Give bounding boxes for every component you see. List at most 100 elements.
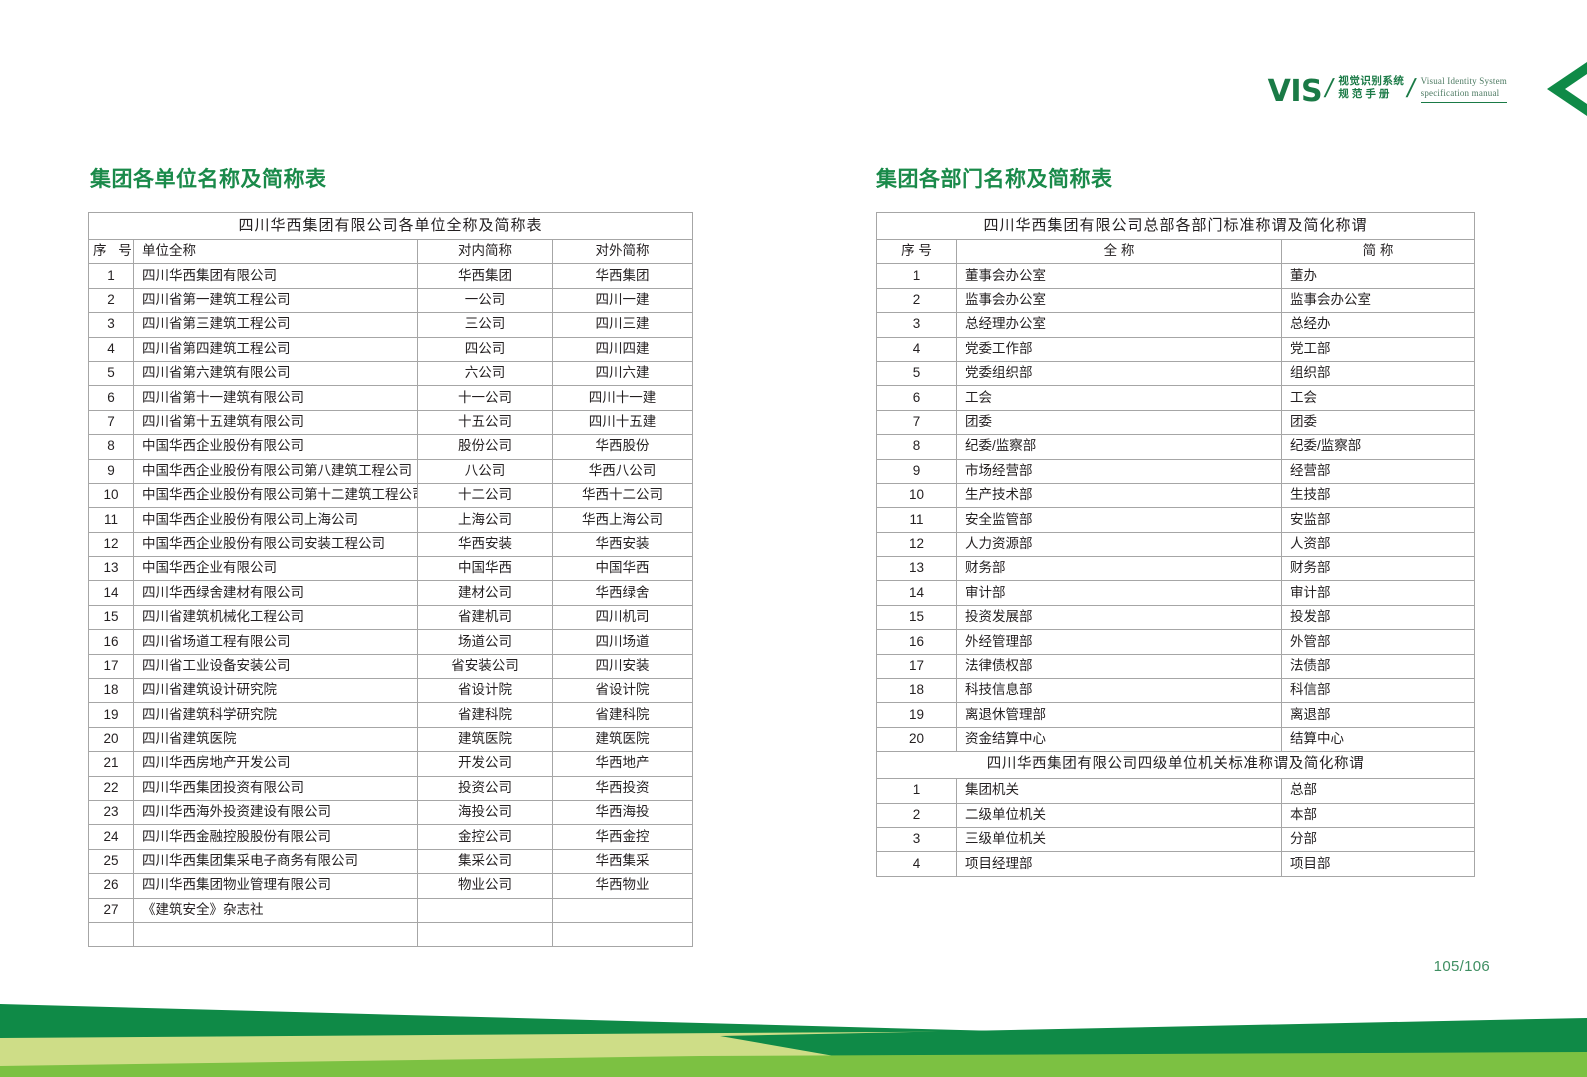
- cell-full-name: 四川省第四建筑工程公司: [133, 336, 418, 362]
- cell-index: 4: [876, 851, 957, 877]
- units-table-container: 四川华西集团有限公司各单位全称及简称表 序 号 单位全称 对内简称 对外简称 1…: [87, 212, 694, 948]
- cell-full-name: 四川省场道工程有限公司: [133, 629, 418, 655]
- cell-full-name: 中国华西企业股份有限公司安装工程公司: [133, 531, 418, 558]
- cell-index: 27: [88, 897, 134, 923]
- table-row: 2 监事会办公室 监事会办公室: [876, 287, 1475, 314]
- units-table: 四川华西集团有限公司各单位全称及简称表 序 号 单位全称 对内简称 对外简称 1…: [87, 212, 694, 948]
- table-header-row: 序 号 单位全称 对内简称 对外简称: [88, 238, 694, 265]
- cell-index: 7: [876, 409, 957, 436]
- cell-internal-abbr: 中国华西: [417, 556, 553, 582]
- cell-abbr: 法债部: [1281, 653, 1475, 680]
- cell-index: 3: [876, 312, 957, 338]
- cell-abbr: 分部: [1281, 826, 1475, 853]
- cell-index: 2: [88, 287, 134, 314]
- cell-external-abbr: 华西十二公司: [551, 482, 694, 509]
- table-row: 8 中国华西企业股份有限公司 股份公司 华西股份: [88, 434, 694, 460]
- cell-index: 8: [88, 434, 134, 460]
- cell-internal-abbr: 华西集团: [417, 263, 553, 289]
- cell-internal-abbr: 省设计院: [417, 678, 553, 704]
- cell-index: 7: [88, 409, 134, 436]
- departments-table-body: 四川华西集团有限公司总部各部门标准称谓及简化称谓 序 号 全 称 简 称 1 董事…: [876, 212, 1475, 877]
- vis-en-line-1: Visual Identity System: [1420, 76, 1507, 86]
- vis-brand-header: VIS / 视觉识别系统 规范手册 / Visual Identity Syst…: [1268, 56, 1587, 122]
- table-row: 1 四川华西集团有限公司 华西集团 华西集团: [88, 263, 694, 289]
- col-header-full-name: 全 称: [956, 238, 1282, 265]
- table-row: 6 工会 工会: [876, 385, 1475, 411]
- table-row: 9 市场经营部 经营部: [876, 458, 1475, 484]
- cell-internal-abbr: 建材公司: [417, 580, 553, 606]
- table-row: 22 四川华西集团投资有限公司 投资公司 华西投资: [88, 775, 694, 801]
- cell-abbr: 审计部: [1281, 580, 1475, 606]
- cell-external-abbr: 华西海投: [551, 799, 694, 826]
- table-row: 5 党委组织部 组织部: [876, 360, 1475, 387]
- cell-full-name: 科技信息部: [956, 678, 1282, 704]
- cell-full-name: 纪委/监察部: [956, 434, 1282, 460]
- cell-full-name: 四川省建筑设计研究院: [133, 678, 418, 704]
- cell-abbr: 人资部: [1281, 531, 1475, 558]
- cell-full-name: 四川华西金融控股股份有限公司: [133, 824, 418, 850]
- cell-internal-abbr: 省建机司: [417, 604, 553, 631]
- table-row: 2 四川省第一建筑工程公司 一公司 四川一建: [88, 287, 694, 314]
- cell-external-abbr: 省设计院: [551, 678, 694, 704]
- table-row: 16 外经管理部 外管部: [876, 629, 1475, 655]
- cell-index: 20: [88, 726, 134, 753]
- table-row: 10 中国华西企业股份有限公司第十二建筑工程公司 十二公司 华西十二公司: [88, 482, 694, 509]
- footer-wave-graphic: [0, 1004, 1587, 1077]
- cell-index: 11: [88, 507, 134, 533]
- departments-table-container: 四川华西集团有限公司总部各部门标准称谓及简化称谓 序 号 全 称 简 称 1 董事…: [876, 212, 1475, 877]
- table-caption-row: 四川华西集团有限公司总部各部门标准称谓及简化称谓: [876, 212, 1475, 240]
- cell-external-abbr: 华西地产: [551, 751, 694, 777]
- cell-internal-abbr: 建筑医院: [417, 726, 553, 753]
- cell-full-name: [133, 921, 418, 948]
- cell-index: 15: [876, 604, 957, 631]
- page-title-left: 集团各单位名称及简称表: [90, 168, 327, 191]
- cell-full-name: 四川华西海外投资建设有限公司: [133, 799, 418, 826]
- cell-index: 4: [88, 336, 134, 362]
- table-row: 9 中国华西企业股份有限公司第八建筑工程公司 八公司 华西八公司: [88, 458, 694, 484]
- cell-full-name: 市场经营部: [956, 458, 1282, 484]
- cell-internal-abbr: 八公司: [417, 458, 553, 484]
- table-row: 3 总经理办公室 总经办: [876, 312, 1475, 338]
- col-header-external-abbr: 对外简称: [551, 238, 694, 265]
- vis-english-subtitle: Visual Identity System specification man…: [1420, 71, 1507, 104]
- table-row: 24 四川华西金融控股股份有限公司 金控公司 华西金控: [88, 824, 694, 850]
- cell-internal-abbr: 十二公司: [417, 482, 553, 509]
- col-header-index: 序 号: [88, 238, 134, 265]
- cell-full-name: 集团机关: [956, 778, 1282, 804]
- cell-external-abbr: 华西股份: [551, 434, 694, 460]
- cell-external-abbr: 省建科院: [551, 702, 694, 728]
- table-row: 4 党委工作部 党工部: [876, 336, 1475, 362]
- cell-external-abbr: 华西上海公司: [551, 507, 694, 533]
- cell-full-name: 生产技术部: [956, 482, 1282, 509]
- cell-full-name: 四川省第十一建筑有限公司: [133, 385, 418, 411]
- cell-internal-abbr: 集采公司: [417, 848, 553, 875]
- table-row: 11 中国华西企业股份有限公司上海公司 上海公司 华西上海公司: [88, 507, 694, 533]
- table-row: 2 二级单位机关 本部: [876, 802, 1475, 828]
- cell-abbr: 离退部: [1281, 702, 1475, 728]
- cell-internal-abbr: 十五公司: [417, 409, 553, 436]
- cell-full-name: 三级单位机关: [956, 826, 1282, 853]
- cell-full-name: 中国华西企业股份有限公司上海公司: [133, 507, 418, 533]
- cell-internal-abbr: 投资公司: [417, 775, 553, 801]
- cell-full-name: 四川省第三建筑工程公司: [133, 312, 418, 338]
- cell-internal-abbr: 省安装公司: [417, 653, 553, 680]
- table-header-row: 序 号 全 称 简 称: [876, 238, 1475, 265]
- cell-external-abbr: 四川十五建: [551, 409, 694, 436]
- table-row: [88, 921, 694, 948]
- cell-external-abbr: 华西绿舍: [551, 580, 694, 606]
- cell-full-name: 投资发展部: [956, 604, 1282, 631]
- cell-full-name: 团委: [956, 409, 1282, 436]
- cell-full-name: 安全监管部: [956, 507, 1282, 533]
- cell-full-name: 四川华西绿舍建材有限公司: [133, 580, 418, 606]
- table-row: 18 四川省建筑设计研究院 省设计院 省设计院: [88, 678, 694, 704]
- cell-internal-abbr: 省建科院: [417, 702, 553, 728]
- page-title-right: 集团各部门名称及简称表: [876, 168, 1113, 191]
- table-row: 20 四川省建筑医院 建筑医院 建筑医院: [88, 726, 694, 753]
- cell-full-name: 党委工作部: [956, 336, 1282, 362]
- cell-index: 18: [88, 678, 134, 704]
- cell-internal-abbr: 上海公司: [417, 507, 553, 533]
- table-row: 12 中国华西企业股份有限公司安装工程公司 华西安装 华西安装: [88, 531, 694, 558]
- cell-index: 24: [88, 824, 134, 850]
- cell-external-abbr: 四川三建: [551, 312, 694, 338]
- cell-index: 2: [876, 287, 957, 314]
